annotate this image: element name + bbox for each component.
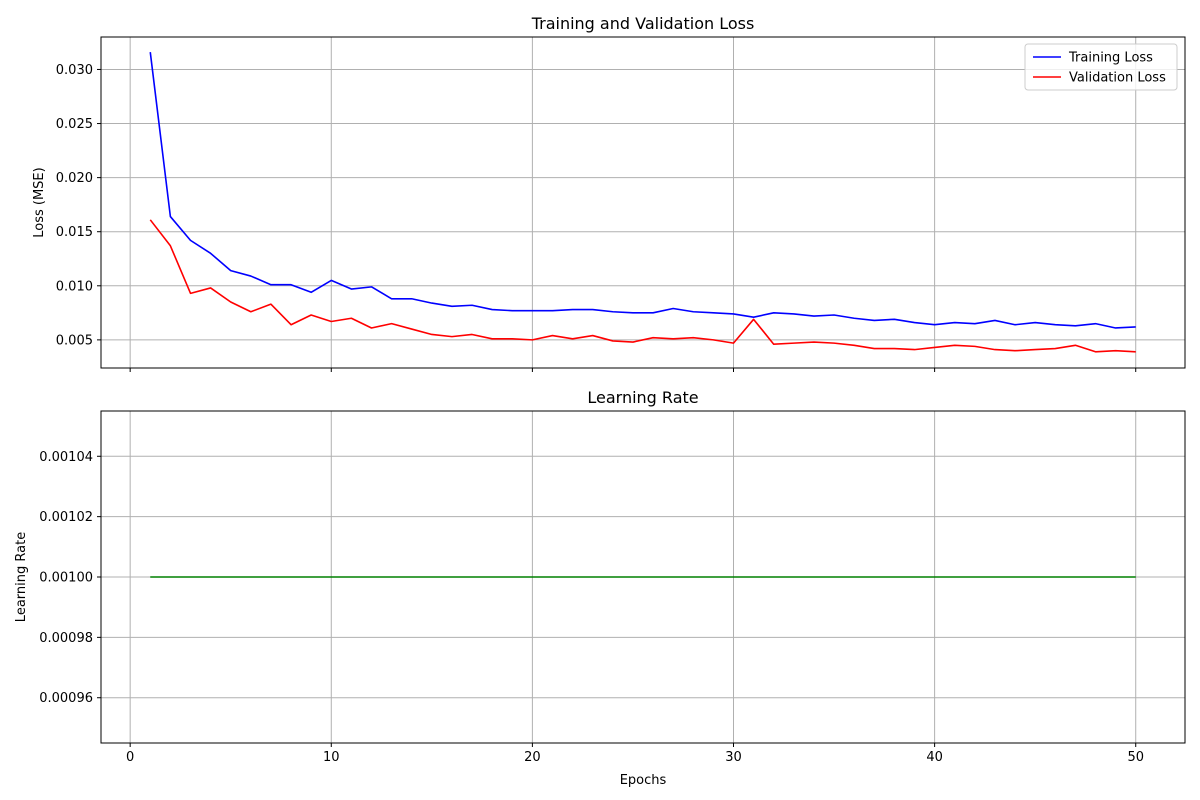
y-tick-label: 0.00096 <box>39 691 93 706</box>
y-axis-label: Loss (MSE) <box>32 167 47 237</box>
legend: Training Loss Validation Loss <box>1024 43 1178 91</box>
legend-entry: Validation Loss <box>1069 71 1166 86</box>
chart-title: Learning Rate <box>587 388 698 407</box>
y-tick-label: 0.010 <box>56 279 93 294</box>
series-line-training-loss <box>149 52 1136 329</box>
legend-entry: Training Loss <box>1068 51 1153 66</box>
grid-lines <box>101 37 1185 368</box>
x-tick-label: 40 <box>926 750 943 765</box>
x-tick-label: 0 <box>126 750 134 765</box>
series-line-validation-loss <box>149 219 1136 353</box>
y-tick-label: 0.025 <box>56 117 93 132</box>
x-tick-label: 30 <box>725 750 742 765</box>
x-tick-label: 50 <box>1127 750 1144 765</box>
y-tick-label: 0.00098 <box>39 631 93 646</box>
x-axis-label: Epochs <box>620 773 667 788</box>
y-tick-label: 0.00102 <box>39 510 93 525</box>
y-tick-label: 0.005 <box>56 333 93 348</box>
chart-panel-1: 0.005 0.010 0.015 0.020 0.025 0.030 Training a… <box>32 14 1186 372</box>
y-tick-label: 0.015 <box>56 225 93 240</box>
y-tick-label: 0.030 <box>56 63 93 78</box>
y-tick-label: 0.020 <box>56 171 93 186</box>
x-tick-label: 10 <box>323 750 340 765</box>
legend-box <box>1024 43 1178 91</box>
y-axis-label: Learning Rate <box>14 532 29 622</box>
chart-title: Training and Validation Loss <box>531 14 755 33</box>
chart-panel-2: 0 10 20 30 40 50 0.00096 0.00098 0.00100 0.00102 0… <box>14 388 1186 788</box>
y-tick-label: 0.00104 <box>39 450 93 465</box>
axes-frame <box>100 36 1186 369</box>
y-tick-label: 0.00100 <box>39 571 93 586</box>
x-tick-label: 20 <box>524 750 541 765</box>
